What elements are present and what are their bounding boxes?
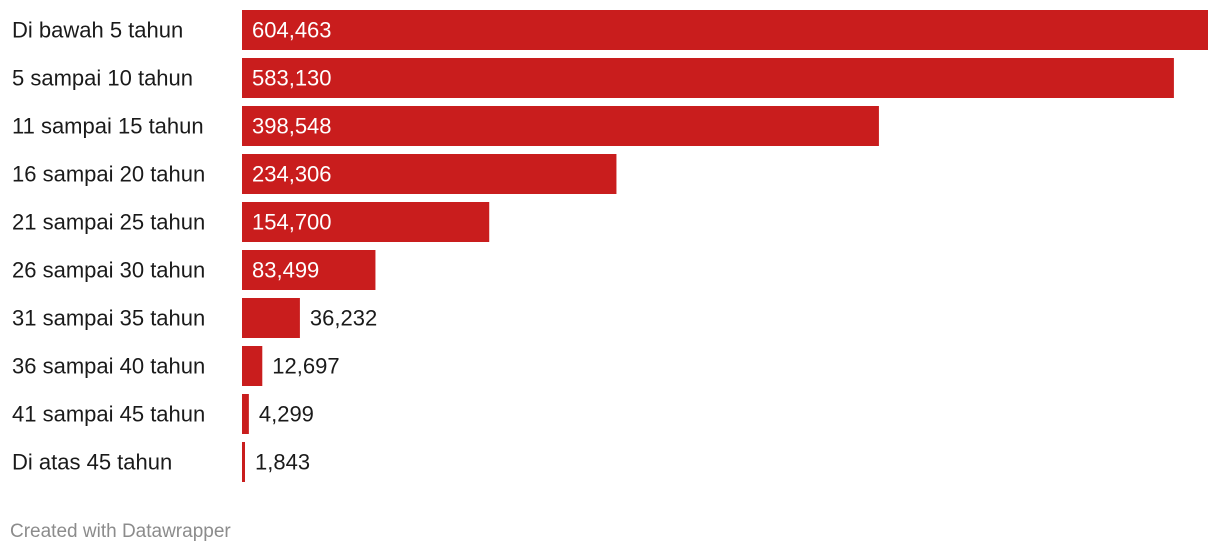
bar (242, 202, 490, 242)
value-label: 234,306 (252, 162, 332, 187)
datawrapper-credit: Created with Datawrapper (10, 521, 231, 542)
category-label: 11 sampai 15 tahun (12, 114, 204, 139)
category-label: 36 sampai 40 tahun (12, 354, 205, 379)
value-label: 36,232 (310, 306, 377, 331)
bar (242, 442, 245, 482)
bar (242, 10, 1208, 50)
bar (242, 250, 376, 290)
category-label: 21 sampai 25 tahun (12, 210, 205, 235)
value-label: 154,700 (252, 210, 332, 235)
category-label: 41 sampai 45 tahun (12, 402, 205, 427)
category-label: 5 sampai 10 tahun (12, 66, 193, 91)
value-label: 604,463 (252, 18, 332, 43)
bar (242, 298, 300, 338)
bar (242, 394, 249, 434)
value-label: 4,299 (259, 402, 314, 427)
category-label: 16 sampai 20 tahun (12, 162, 205, 187)
value-label: 583,130 (252, 66, 332, 91)
value-label: 12,697 (272, 354, 339, 379)
bar (242, 154, 617, 194)
category-label: Di atas 45 tahun (12, 450, 172, 475)
category-label: 26 sampai 30 tahun (12, 258, 205, 283)
bar (242, 106, 879, 146)
bar (242, 58, 1174, 98)
value-label: 83,499 (252, 258, 319, 283)
bar-chart: Di bawah 5 tahun 604,463 5 sampai 10 tahun… (12, 10, 1208, 482)
category-label: 31 sampai 35 tahun (12, 306, 205, 331)
category-label: Di bawah 5 tahun (12, 18, 183, 43)
bar (242, 346, 263, 386)
value-label: 1,843 (255, 450, 310, 475)
value-label: 398,548 (252, 114, 332, 139)
